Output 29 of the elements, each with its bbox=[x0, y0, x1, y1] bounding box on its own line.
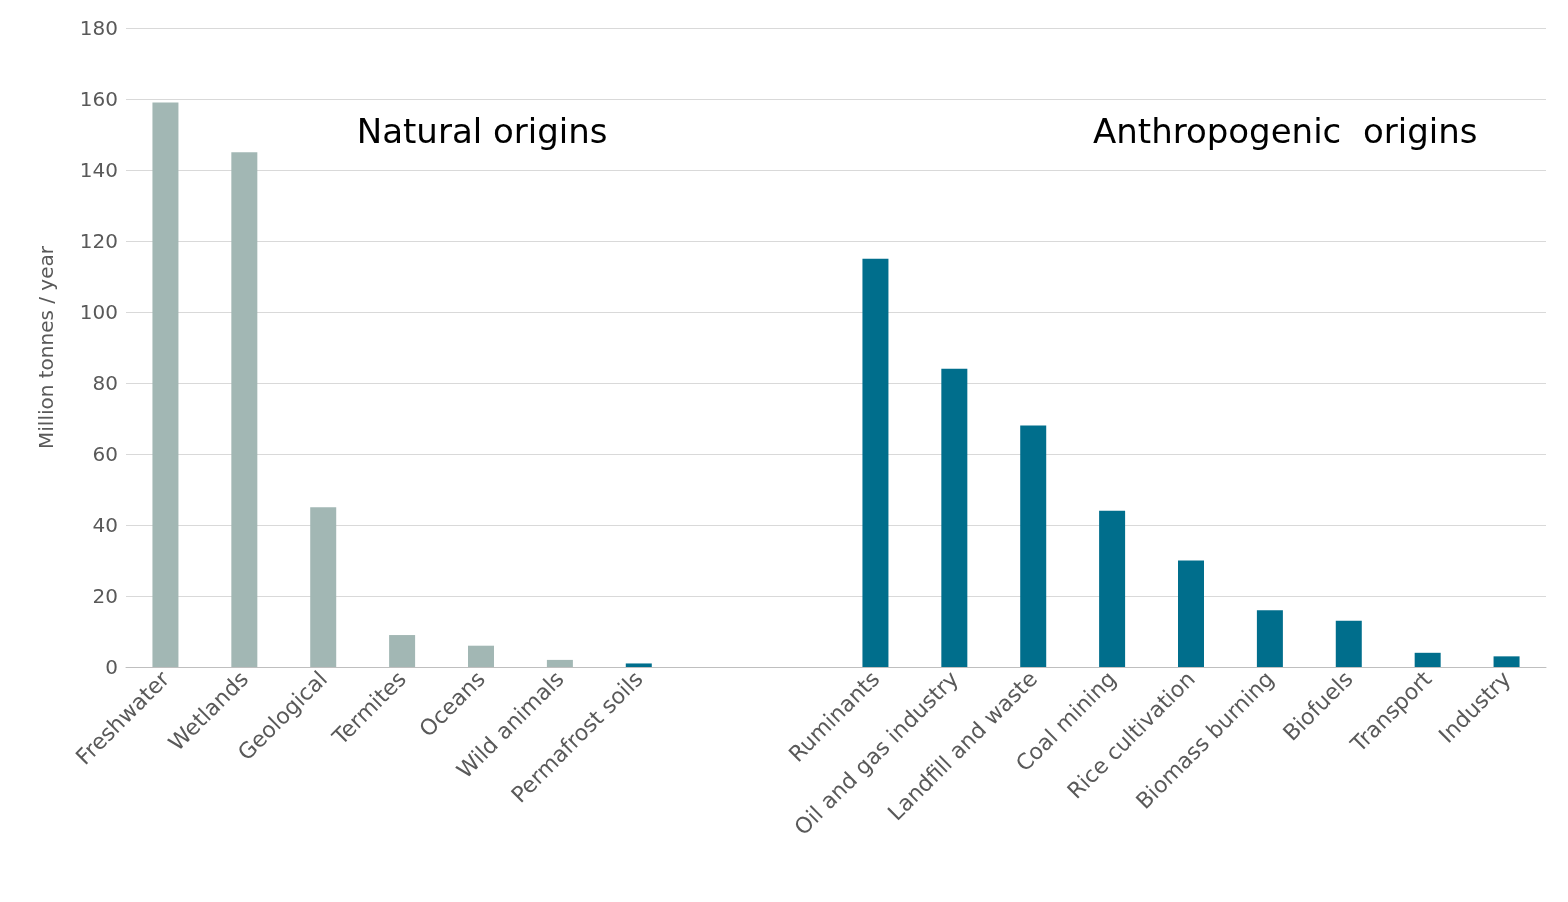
y-tick-label: 60 bbox=[92, 442, 118, 466]
bar bbox=[231, 152, 258, 667]
bar bbox=[152, 102, 179, 667]
annotation: Natural origins bbox=[356, 111, 608, 152]
y-axis-title: Million tonnes / year bbox=[34, 245, 58, 449]
annotation: Anthropogenic origins bbox=[1093, 111, 1478, 152]
bar bbox=[1178, 560, 1204, 667]
y-tick-label: 100 bbox=[79, 300, 118, 324]
y-tick-label: 160 bbox=[79, 87, 118, 111]
y-tick-label: 80 bbox=[92, 371, 118, 395]
bar bbox=[862, 258, 889, 667]
bar bbox=[1335, 620, 1362, 667]
y-tick-label: 180 bbox=[79, 16, 118, 40]
bar bbox=[546, 659, 573, 667]
bar bbox=[1256, 610, 1283, 667]
y-tick-label: 0 bbox=[105, 655, 118, 679]
bar bbox=[1493, 656, 1520, 667]
bar bbox=[1099, 510, 1126, 667]
y-tick-label: 140 bbox=[79, 158, 118, 182]
y-tick-label: 40 bbox=[92, 513, 118, 537]
bar bbox=[1020, 425, 1047, 667]
bar bbox=[625, 663, 652, 667]
bar bbox=[941, 368, 968, 667]
bar bbox=[310, 507, 337, 667]
y-tick-label: 120 bbox=[79, 229, 118, 253]
bar bbox=[468, 645, 494, 667]
bar bbox=[1414, 652, 1441, 667]
y-tick-label: 20 bbox=[92, 584, 118, 608]
bar bbox=[389, 635, 416, 667]
